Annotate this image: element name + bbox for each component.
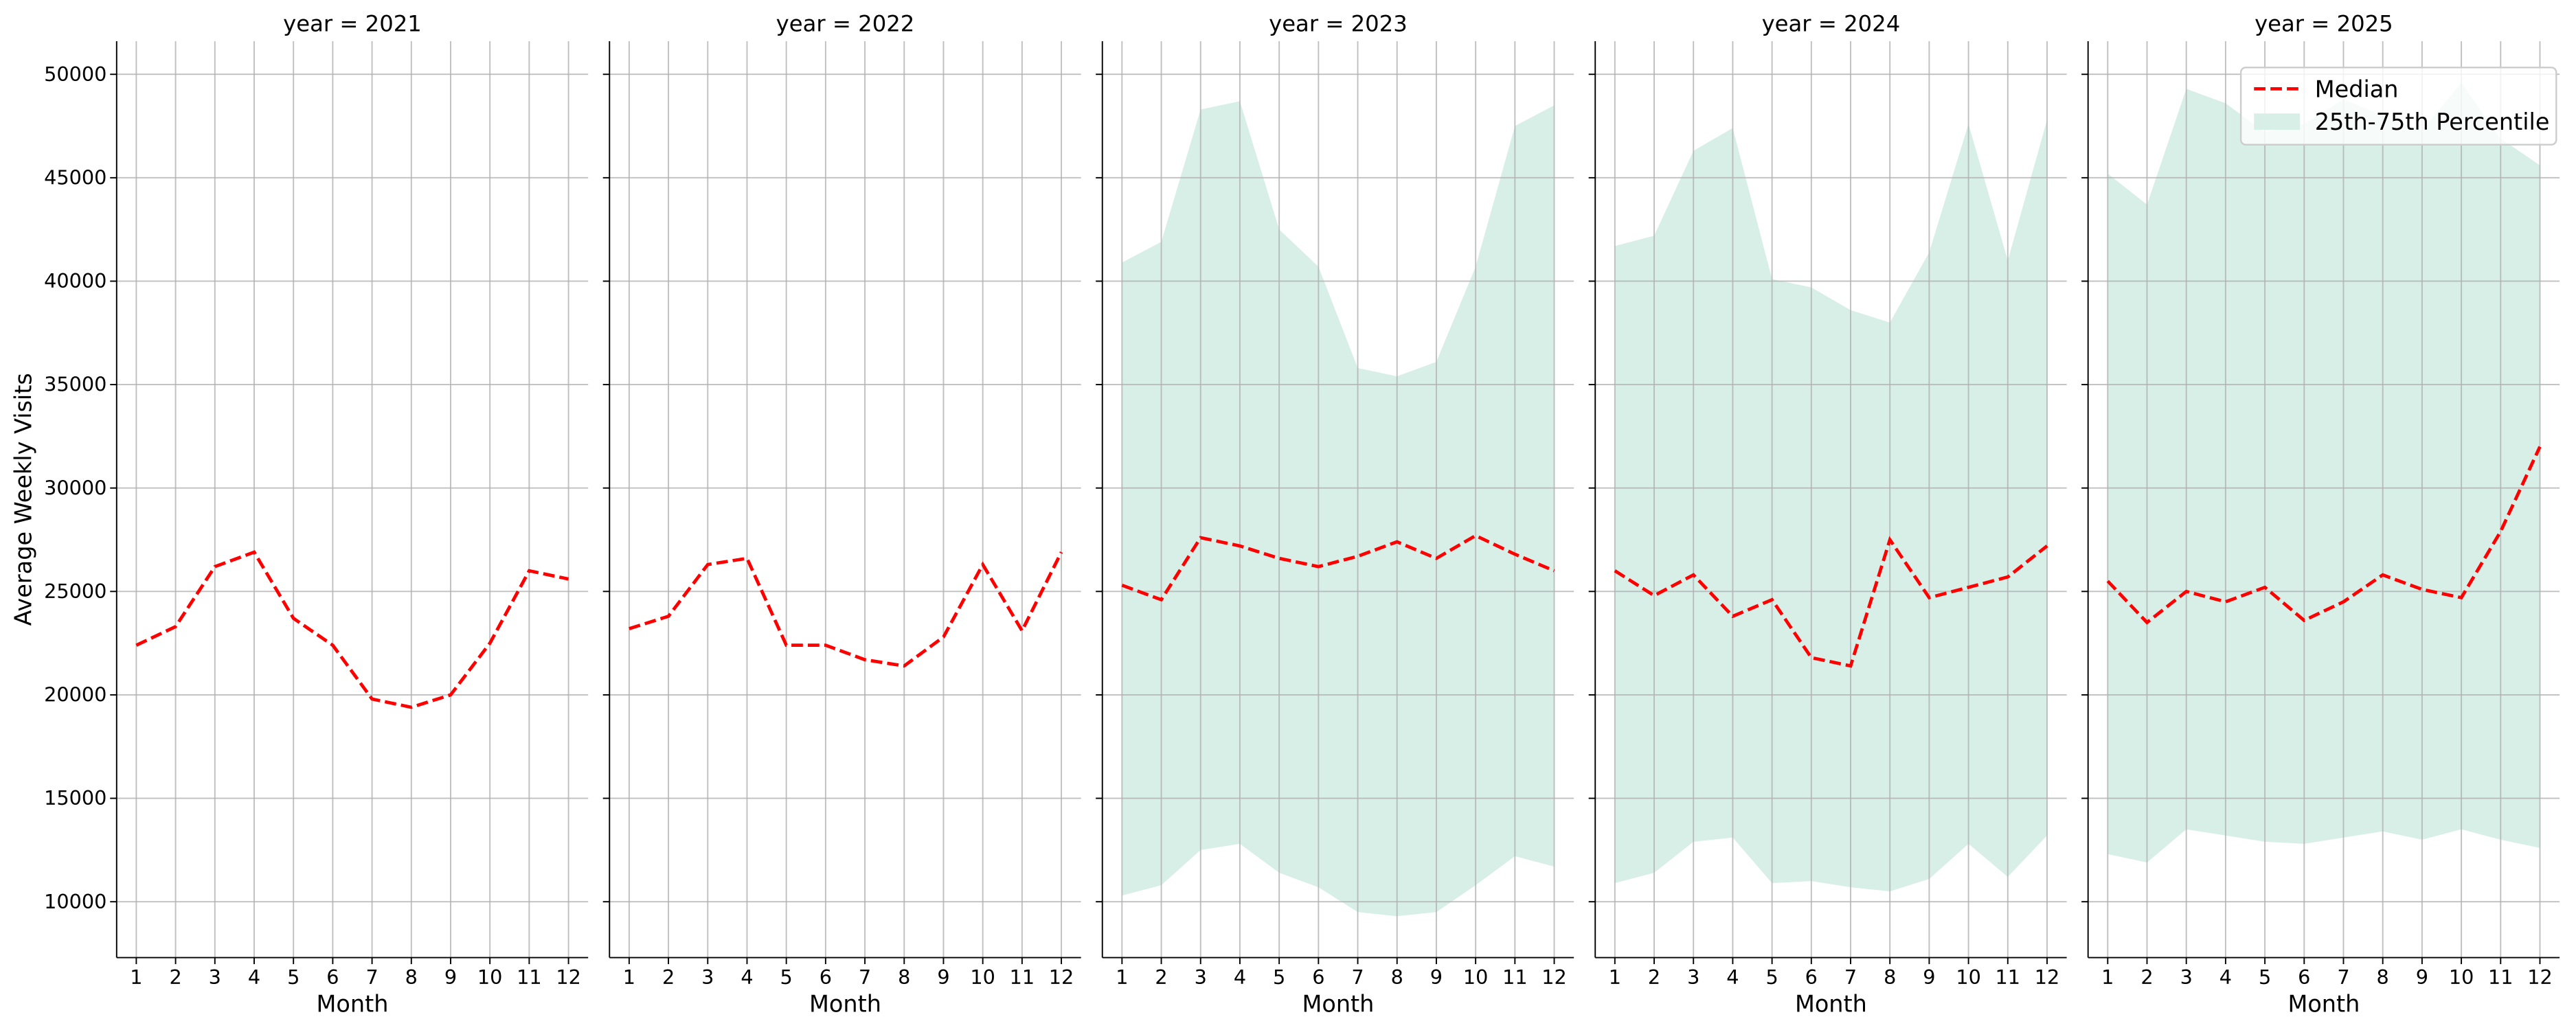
x-tick-label: 11 bbox=[1502, 965, 1528, 989]
legend-box bbox=[2239, 67, 2557, 146]
x-tick-label: 8 bbox=[405, 965, 418, 989]
x-tick-label: 4 bbox=[248, 965, 260, 989]
y-tick-label: 20000 bbox=[44, 683, 106, 707]
x-tick-label: 10 bbox=[970, 965, 995, 989]
median-line bbox=[1121, 534, 1555, 602]
x-tick-label: 10 bbox=[477, 965, 503, 989]
x-tick-label: 6 bbox=[1312, 965, 1324, 989]
legend-swatch bbox=[2254, 113, 2301, 130]
x-axis-label: Month bbox=[317, 990, 389, 1017]
x-tick-label: 8 bbox=[898, 965, 910, 989]
x-axis-label: Month bbox=[1302, 990, 1374, 1017]
x-tick-label: 7 bbox=[859, 965, 871, 989]
panel-title: year = 2025 bbox=[2255, 11, 2393, 37]
x-tick-label: 12 bbox=[1541, 965, 1567, 989]
panel-title: year = 2023 bbox=[1269, 11, 1408, 37]
percentile-band bbox=[1122, 101, 1555, 917]
x-tick-label: 3 bbox=[1195, 965, 1207, 989]
x-tick-label: 9 bbox=[937, 965, 949, 989]
x-axis-label: Month bbox=[2287, 990, 2360, 1017]
median-line bbox=[135, 550, 569, 709]
x-tick-label: 7 bbox=[2337, 965, 2349, 989]
percentile-band bbox=[1614, 119, 2048, 892]
x-tick-label: 5 bbox=[1765, 965, 1778, 989]
y-tick-label: 40000 bbox=[44, 269, 106, 293]
x-tick-label: 5 bbox=[780, 965, 793, 989]
x-tick-label: 12 bbox=[1049, 965, 1074, 989]
x-tick-label: 8 bbox=[1391, 965, 1403, 989]
x-tick-label: 7 bbox=[1844, 965, 1857, 989]
x-tick-label: 9 bbox=[1923, 965, 1935, 989]
x-tick-label: 3 bbox=[209, 965, 221, 989]
x-tick-label: 11 bbox=[2488, 965, 2513, 989]
x-tick-label: 12 bbox=[556, 965, 581, 989]
y-tick-label: 30000 bbox=[44, 476, 106, 499]
x-tick-label: 4 bbox=[2219, 965, 2232, 989]
x-tick-label: 10 bbox=[1463, 965, 1489, 989]
x-tick-label: 8 bbox=[1884, 965, 1896, 989]
x-tick-label: 11 bbox=[517, 965, 542, 989]
percentile-band bbox=[2108, 82, 2540, 862]
x-tick-label: 5 bbox=[287, 965, 300, 989]
x-tick-label: 9 bbox=[1430, 965, 1443, 989]
x-tick-label: 9 bbox=[2416, 965, 2428, 989]
x-tick-label: 5 bbox=[2259, 965, 2271, 989]
x-tick-label: 10 bbox=[1956, 965, 1981, 989]
legend-label: Median bbox=[2315, 76, 2399, 102]
x-tick-label: 3 bbox=[1687, 965, 1699, 989]
y-tick-label: 25000 bbox=[44, 580, 106, 603]
median-line bbox=[629, 551, 1063, 668]
x-tick-label: 2 bbox=[169, 965, 181, 989]
median-line bbox=[2106, 446, 2542, 625]
x-tick-label: 11 bbox=[1996, 965, 2021, 989]
x-tick-label: 2 bbox=[2140, 965, 2153, 989]
x-tick-label: 6 bbox=[1805, 965, 1818, 989]
x-tick-label: 9 bbox=[444, 965, 457, 989]
x-tick-label: 4 bbox=[741, 965, 753, 989]
y-tick-label: 45000 bbox=[44, 165, 106, 189]
x-tick-label: 8 bbox=[2377, 965, 2389, 989]
x-tick-label: 1 bbox=[623, 965, 635, 989]
x-tick-label: 7 bbox=[1351, 965, 1364, 989]
y-tick-label: 15000 bbox=[44, 786, 106, 810]
x-tick-label: 2 bbox=[662, 965, 675, 989]
x-tick-label: 4 bbox=[1234, 965, 1246, 989]
x-tick-label: 10 bbox=[2449, 965, 2474, 989]
x-tick-label: 12 bbox=[2035, 965, 2060, 989]
x-tick-label: 3 bbox=[2180, 965, 2193, 989]
x-tick-label: 1 bbox=[2101, 965, 2114, 989]
x-tick-label: 6 bbox=[2298, 965, 2310, 989]
x-axis-label: Month bbox=[809, 990, 881, 1017]
panel-title: year = 2022 bbox=[776, 11, 915, 37]
y-tick-label: 10000 bbox=[44, 890, 106, 913]
x-tick-label: 6 bbox=[326, 965, 339, 989]
x-axis-label: Month bbox=[1795, 990, 1867, 1017]
x-tick-label: 12 bbox=[2527, 965, 2553, 989]
x-tick-label: 2 bbox=[1648, 965, 1660, 989]
x-tick-label: 3 bbox=[701, 965, 714, 989]
y-tick-label: 50000 bbox=[44, 62, 106, 86]
x-tick-label: 11 bbox=[1010, 965, 1035, 989]
y-tick-label: 35000 bbox=[44, 373, 106, 396]
x-tick-label: 5 bbox=[1273, 965, 1285, 989]
x-tick-label: 2 bbox=[1155, 965, 1167, 989]
x-tick-label: 1 bbox=[1609, 965, 1621, 989]
x-tick-label: 1 bbox=[1116, 965, 1128, 989]
median-line bbox=[1614, 536, 2048, 668]
legend-label: 25th-75th Percentile bbox=[2315, 108, 2550, 135]
x-tick-label: 1 bbox=[130, 965, 142, 989]
x-tick-label: 4 bbox=[1726, 965, 1739, 989]
panel-title: year = 2024 bbox=[1762, 11, 1901, 37]
x-tick-label: 7 bbox=[365, 965, 378, 989]
y-axis-label: Average Weekly Visits bbox=[10, 373, 36, 626]
panel-title: year = 2021 bbox=[283, 11, 422, 37]
x-tick-label: 6 bbox=[820, 965, 832, 989]
